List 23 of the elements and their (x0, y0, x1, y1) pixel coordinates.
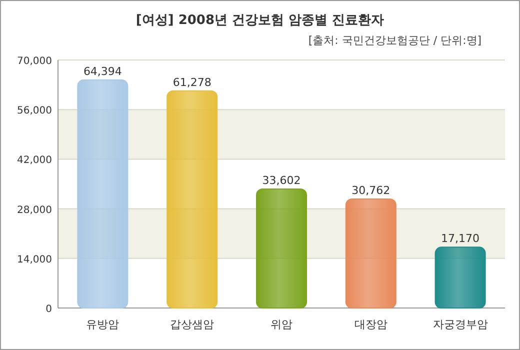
x-tick-label: 자궁경부암 (432, 318, 488, 331)
x-tick-label: 위암 (270, 318, 292, 331)
x-tick-label: 대장암 (354, 318, 388, 331)
y-tick-label: 42,000 (17, 155, 52, 166)
chart-subtitle: [출처: 국민건강보험공단 / 단위:명] (308, 34, 482, 47)
bar (434, 246, 486, 308)
data-label: 33,602 (262, 174, 301, 187)
data-label: 30,762 (352, 184, 390, 198)
data-label: 64,394 (83, 64, 122, 78)
y-tick-label: 28,000 (17, 204, 52, 216)
bar (77, 79, 128, 308)
data-label: 17,170 (441, 232, 480, 246)
x-tick-label: 갑상샘암 (170, 318, 214, 331)
chart-title: [여성] 2008년 건강보험 암종별 진료환자 (136, 13, 384, 28)
bar (166, 90, 218, 308)
y-tick-label: 0 (46, 304, 52, 315)
bar (345, 198, 396, 308)
x-tick-label: 유방암 (86, 318, 120, 331)
y-tick-label: 56,000 (17, 106, 52, 117)
y-tick-label: 70,000 (17, 56, 52, 67)
data-label: 61,278 (172, 76, 212, 89)
bar (256, 188, 307, 308)
y-tick-label: 14,000 (17, 254, 52, 266)
